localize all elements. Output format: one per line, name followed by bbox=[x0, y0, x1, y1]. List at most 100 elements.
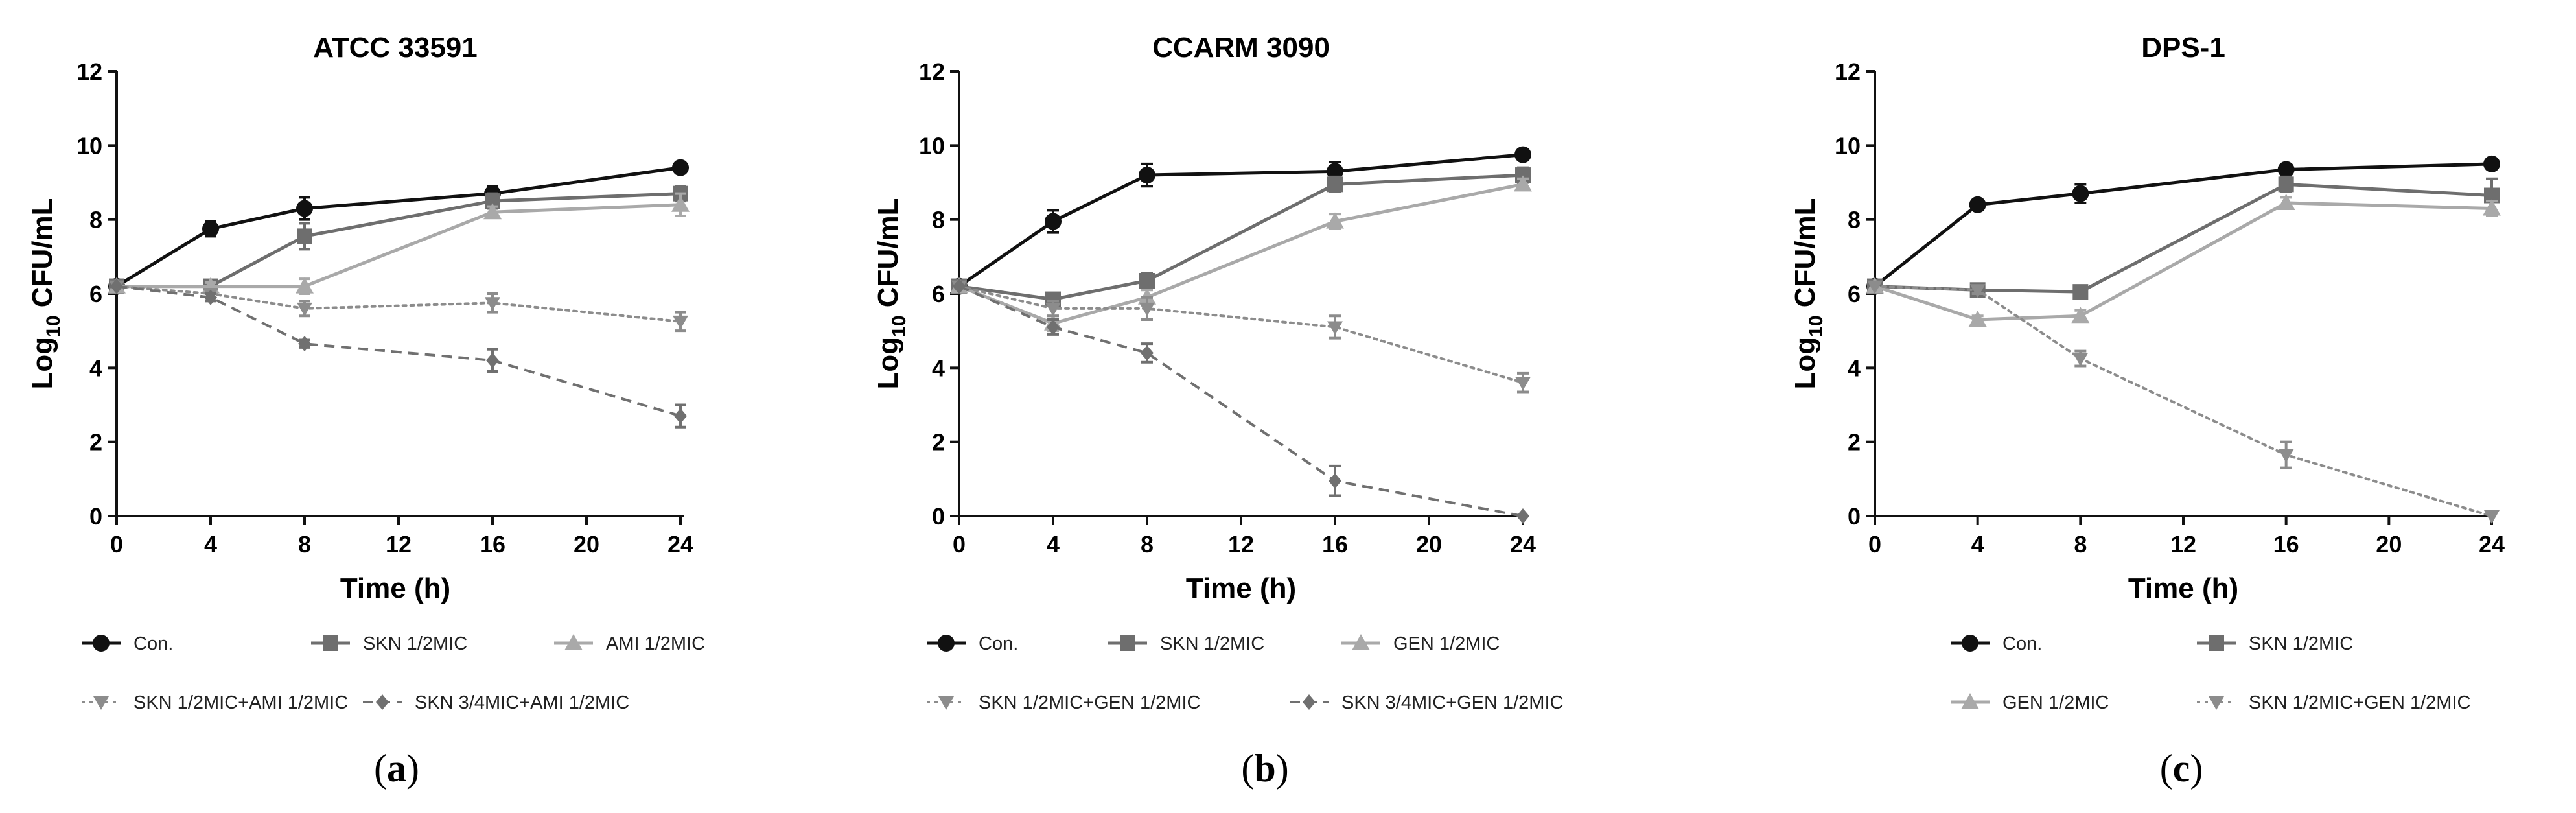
legend-item: Con. bbox=[82, 633, 173, 654]
y-axis-label-unit: CFU/mL bbox=[872, 198, 904, 316]
y-tick-label: 6 bbox=[89, 281, 102, 307]
data-point bbox=[486, 352, 499, 368]
x-axis-label: Time (h) bbox=[2128, 572, 2238, 604]
x-tick-label: 24 bbox=[2479, 531, 2505, 558]
data-point bbox=[1514, 146, 1531, 163]
y-tick-label: 2 bbox=[89, 429, 102, 456]
data-point bbox=[1329, 473, 1341, 489]
data-point bbox=[2071, 307, 2090, 324]
data-point bbox=[2072, 353, 2089, 367]
series-skn-1-2mic bbox=[1867, 175, 2500, 300]
legend-label: Con. bbox=[979, 633, 1018, 654]
x-tick-label: 20 bbox=[1416, 531, 1442, 558]
data-point bbox=[1047, 319, 1060, 335]
series-line bbox=[1874, 162, 2492, 288]
y-tick-label: 0 bbox=[932, 503, 945, 530]
y-axis-label: Log10 CFU/mL bbox=[27, 198, 64, 390]
series-skn-1-2mic bbox=[951, 166, 1531, 307]
legend-label: SKN 1/2MIC+AMI 1/2MIC bbox=[133, 692, 348, 713]
series-line bbox=[958, 153, 1524, 288]
data-point bbox=[2483, 199, 2501, 216]
series-line bbox=[958, 173, 1524, 301]
legend-label: SKN 1/2MIC+GEN 1/2MIC bbox=[2249, 692, 2470, 713]
series-skn-3-4mic-ami-1-2mic bbox=[110, 278, 687, 429]
x-tick-label: 16 bbox=[480, 531, 505, 558]
x-tick-label: 16 bbox=[2273, 531, 2299, 558]
x-tick-label: 0 bbox=[953, 531, 966, 558]
legend-label: SKN 1/2MIC bbox=[2249, 633, 2353, 654]
data-point bbox=[2278, 449, 2294, 463]
legend: Con. SKN 1/2MIC GEN 1/2MIC SKN 1/2MIC+GEN 1… bbox=[927, 633, 1563, 713]
panel-label: (b) bbox=[1241, 747, 1288, 790]
legend-label: SKN 1/2MIC bbox=[363, 633, 467, 654]
series-line bbox=[958, 182, 1524, 325]
x-axis-label: Time (h) bbox=[1186, 572, 1296, 604]
legend-swatch-marker bbox=[1120, 635, 1135, 651]
y-tick-label: 12 bbox=[919, 58, 945, 85]
y-tick-label: 2 bbox=[932, 429, 945, 456]
series-con bbox=[951, 146, 1531, 295]
legend-swatch-marker bbox=[564, 634, 583, 650]
legend-swatch-marker bbox=[938, 635, 955, 652]
chart-title: DPS-1 bbox=[2141, 32, 2225, 64]
x-tick-label: 12 bbox=[386, 531, 412, 558]
data-point bbox=[1515, 377, 1531, 391]
data-point bbox=[298, 336, 311, 352]
x-tick-label: 8 bbox=[2074, 531, 2087, 558]
x-tick-label: 16 bbox=[1322, 531, 1348, 558]
y-axis-label-unit: CFU/mL bbox=[27, 198, 58, 316]
panel-label: (a) bbox=[374, 747, 419, 790]
legend-label: AMI 1/2MIC bbox=[606, 633, 705, 654]
legend-item: GEN 1/2MIC bbox=[1341, 633, 1500, 654]
y-tick-label: 0 bbox=[1848, 503, 1861, 530]
legend-swatch-marker bbox=[2209, 696, 2224, 710]
data-point bbox=[1139, 272, 1155, 289]
y-axis-label-subscript: 10 bbox=[888, 315, 910, 336]
y-axis-label-main: Log bbox=[1789, 337, 1821, 390]
series-line bbox=[1874, 285, 2493, 517]
x-tick-label: 4 bbox=[204, 531, 217, 558]
series-line bbox=[115, 285, 682, 323]
data-point bbox=[2277, 161, 2295, 178]
legend-item: Con. bbox=[927, 633, 1018, 654]
y-tick-label: 4 bbox=[1848, 355, 1861, 381]
legend-label: SKN 1/2MIC bbox=[1160, 633, 1264, 654]
legend-swatch-marker bbox=[93, 696, 109, 710]
series-line bbox=[117, 203, 681, 289]
data-point bbox=[297, 228, 312, 244]
data-point bbox=[204, 289, 217, 305]
y-tick-label: 4 bbox=[89, 355, 102, 381]
legend-label: Con. bbox=[133, 633, 173, 654]
data-point bbox=[1327, 163, 1343, 180]
data-point bbox=[953, 278, 966, 294]
data-point bbox=[1327, 176, 1343, 193]
x-tick-label: 0 bbox=[1868, 531, 1881, 558]
y-tick-label: 4 bbox=[932, 355, 945, 381]
data-point bbox=[2072, 185, 2089, 202]
data-point bbox=[1139, 302, 1155, 316]
series-line bbox=[1874, 201, 2492, 322]
legend-item: SKN 3/4MIC+GEN 1/2MIC bbox=[1290, 692, 1563, 713]
y-tick-label: 10 bbox=[919, 132, 945, 159]
y-tick-label: 0 bbox=[89, 503, 102, 530]
x-tick-label: 4 bbox=[1971, 531, 1984, 558]
legend-label: GEN 1/2MIC bbox=[2002, 692, 2109, 713]
legend-swatch-marker bbox=[376, 694, 389, 710]
data-point bbox=[296, 200, 313, 217]
y-tick-label: 6 bbox=[932, 281, 945, 307]
legend-swatch-marker bbox=[1962, 635, 1978, 652]
x-tick-label: 8 bbox=[1141, 531, 1154, 558]
panel-label: (c) bbox=[2160, 747, 2203, 790]
series-skn-3-4mic-gen-1-2mic bbox=[953, 278, 1529, 524]
y-axis-label-main: Log bbox=[27, 337, 58, 390]
y-axis-label: Log10 CFU/mL bbox=[872, 198, 910, 390]
legend-swatch-marker bbox=[938, 696, 954, 710]
y-tick-label: 8 bbox=[1848, 207, 1861, 233]
y-axis-label-subscript: 10 bbox=[43, 315, 64, 336]
data-point bbox=[1327, 321, 1343, 335]
x-tick-label: 12 bbox=[1228, 531, 1254, 558]
y-tick-label: 6 bbox=[1848, 281, 1861, 307]
x-axis-label: Time (h) bbox=[340, 572, 450, 604]
